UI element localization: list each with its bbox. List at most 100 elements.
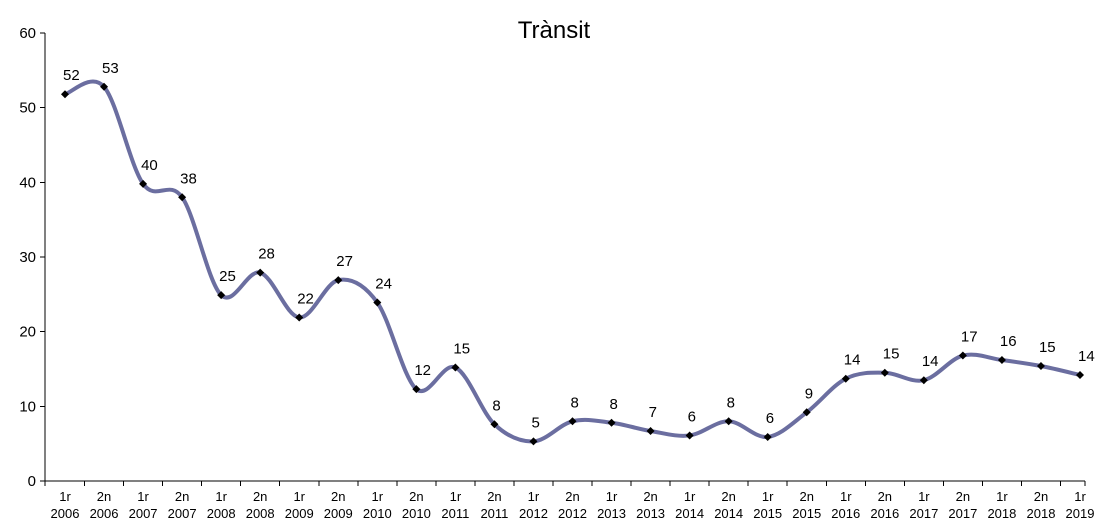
data-label: 16 [1000, 333, 1017, 350]
x-tick-label-year: 2017 [948, 506, 977, 521]
x-tick-label-year: 2015 [792, 506, 821, 521]
data-point-marker [841, 374, 850, 383]
data-point-marker [958, 351, 967, 360]
x-tick-label-semester: 1r [684, 489, 696, 504]
axes [44, 33, 1085, 482]
y-tick-label: 30 [19, 249, 36, 266]
data-point-marker [802, 408, 811, 417]
x-tick-label-year: 2008 [246, 506, 275, 521]
data-point-marker [1076, 370, 1084, 379]
data-point-marker [1036, 362, 1045, 371]
data-point-marker [997, 356, 1006, 365]
x-tick-label-year: 2007 [168, 506, 197, 521]
data-labels: 52 53 40 38 25 28 22 27 24 12 15 8 5 8 8 7 6 8 6 9 14 15 14 17 1… [63, 60, 1095, 432]
x-tick-label-semester: 1r [137, 489, 149, 504]
data-label: 24 [375, 276, 392, 293]
x-tick-label-semester: 1r [215, 489, 227, 504]
x-tick-label-semester: 2n [487, 489, 501, 504]
x-tick-label-semester: 2n [956, 489, 970, 504]
data-label: 28 [258, 246, 275, 263]
x-tick-label-semester: 2n [1034, 489, 1048, 504]
data-label: 14 [844, 352, 861, 369]
x-tick-label-semester: 2n [97, 489, 111, 504]
data-point-marker [334, 276, 343, 285]
x-axis-ticks: 1r 2006 2n 2006 1r 2007 2n 2007 1r 2008 2n 2008 1r 20… [44, 481, 1095, 521]
x-tick-label-year: 2017 [909, 506, 938, 521]
x-tick-label-year: 2006 [90, 506, 119, 521]
y-tick-label: 50 [19, 100, 36, 117]
x-tick-label-semester: 1r [1074, 489, 1086, 504]
data-point-marker [646, 426, 655, 435]
x-tick-label-semester: 1r [762, 489, 774, 504]
data-point-marker [295, 313, 304, 322]
x-tick-label-semester: 2n [565, 489, 579, 504]
data-label: 9 [805, 385, 813, 402]
data-point-marker [412, 385, 421, 394]
x-tick-label-year: 2008 [207, 506, 236, 521]
data-point-marker [685, 431, 694, 440]
data-point-marker [763, 432, 772, 441]
x-tick-label-year: 2010 [363, 506, 392, 521]
chart-title: Trànsit [518, 17, 591, 44]
data-label: 6 [766, 410, 774, 427]
y-tick-label: 60 [19, 25, 36, 42]
x-tick-label-semester: 2n [409, 489, 423, 504]
data-label: 7 [649, 404, 657, 421]
data-point-marker [217, 291, 226, 300]
x-tick-label-semester: 1r [372, 489, 384, 504]
x-tick-label-year: 2016 [870, 506, 899, 521]
data-point-marker [880, 368, 889, 377]
x-tick-label-semester: 2n [331, 489, 345, 504]
x-tick-label-year: 2019 [1066, 506, 1095, 521]
x-tick-label-year: 2011 [480, 506, 508, 521]
y-axis-ticks: 0 10 20 30 40 50 60 [19, 25, 45, 490]
data-label: 8 [492, 397, 500, 414]
data-label: 5 [531, 414, 539, 431]
data-label: 15 [453, 341, 470, 358]
data-label: 15 [1039, 339, 1056, 356]
x-tick-label-semester: 1r [59, 489, 71, 504]
series-line [63, 79, 1082, 444]
x-tick-label-year: 2014 [714, 506, 743, 521]
y-tick-label: 20 [19, 324, 36, 341]
data-label: 38 [180, 170, 197, 187]
x-tick-label-semester: 2n [253, 489, 267, 504]
x-tick-label-year: 2010 [402, 506, 431, 521]
x-tick-label-semester: 2n [721, 489, 735, 504]
x-tick-label-year: 2018 [1027, 506, 1056, 521]
data-point-marker [529, 437, 538, 446]
data-point-marker [607, 418, 616, 427]
data-point-marker [61, 90, 69, 99]
data-label: 27 [336, 253, 353, 270]
data-label: 22 [297, 290, 314, 307]
data-label: 25 [219, 268, 236, 285]
x-tick-label-year: 2016 [831, 506, 860, 521]
data-point-marker [178, 193, 187, 202]
data-point-marker [724, 417, 733, 426]
x-tick-label-semester: 2n [643, 489, 657, 504]
data-point-marker [100, 82, 109, 91]
data-point-marker [373, 298, 382, 307]
x-tick-label-semester: 1r [996, 489, 1008, 504]
x-tick-label-year: 2014 [675, 506, 704, 521]
data-label: 15 [883, 346, 900, 363]
data-label: 8 [727, 394, 735, 411]
data-label: 52 [63, 67, 80, 84]
x-tick-label-semester: 1r [606, 489, 618, 504]
data-label: 8 [610, 396, 618, 413]
x-tick-label-year: 2013 [597, 506, 626, 521]
y-tick-label: 0 [28, 473, 36, 490]
data-point-marker [490, 420, 499, 429]
x-tick-label-semester: 2n [799, 489, 813, 504]
x-tick-label-semester: 1r [450, 489, 462, 504]
data-label: 12 [414, 362, 431, 379]
y-tick-label: 40 [19, 174, 36, 191]
data-point-marker [139, 179, 148, 188]
data-label: 17 [961, 329, 978, 346]
data-label: 53 [102, 60, 119, 77]
data-markers [61, 82, 1084, 446]
x-tick-label-year: 2015 [753, 506, 782, 521]
x-tick-label-year: 2009 [324, 506, 353, 521]
x-tick-label-semester: 2n [878, 489, 892, 504]
